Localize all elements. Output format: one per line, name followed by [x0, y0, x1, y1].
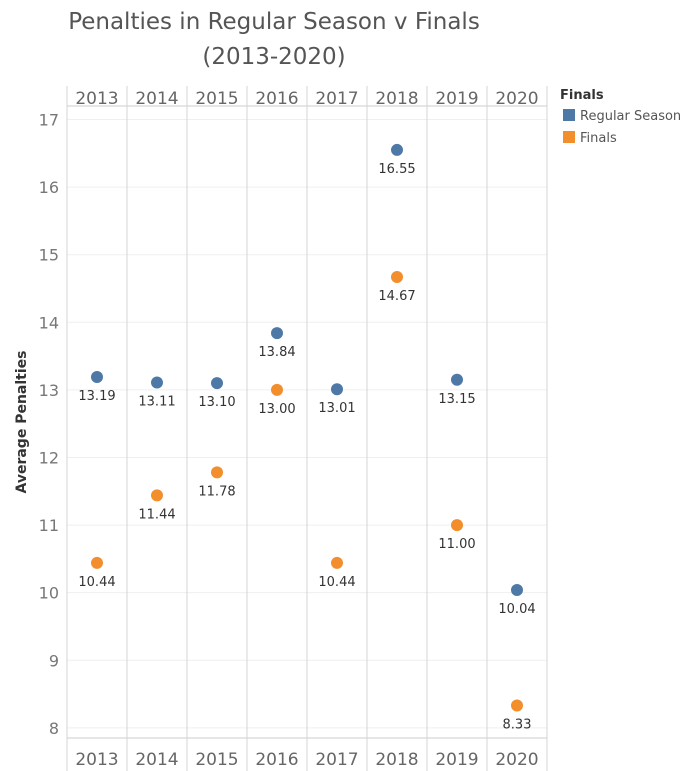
x-tick-label-top: 2014 [135, 89, 178, 109]
data-point-regular-season [391, 143, 403, 156]
y-tick-label: 17 [39, 111, 59, 130]
chart-title-line-1: Penalties in Regular Season v Finals [68, 9, 480, 35]
y-tick-label: 8 [49, 719, 59, 738]
data-point-finals [391, 271, 403, 284]
x-tick-label-top: 2020 [495, 89, 538, 109]
chart-title-line-2: (2013-2020) [202, 44, 346, 70]
y-tick-label: 11 [39, 516, 59, 535]
data-label-finals: 13.00 [258, 402, 295, 417]
legend-swatch-regular-season [563, 109, 575, 121]
data-point-finals [511, 699, 523, 712]
data-point-finals [451, 519, 463, 532]
y-tick-label: 13 [39, 381, 59, 400]
data-label-finals: 11.00 [438, 537, 475, 552]
data-label-finals: 8.33 [503, 718, 532, 733]
legend-item-regular-season[interactable]: Regular Season [563, 109, 681, 124]
x-tick-label-top: 2018 [375, 89, 418, 109]
data-point-regular-season [211, 377, 223, 390]
x-tick-label-top: 2015 [195, 89, 238, 109]
data-label-regular-season: 13.01 [318, 401, 355, 416]
data-label-regular-season: 10.04 [498, 602, 535, 617]
data-label-finals: 11.78 [198, 484, 235, 499]
x-tick-label-bottom: 2015 [195, 750, 238, 770]
data-label-finals: 11.44 [138, 507, 175, 522]
x-tick-label-top: 2016 [255, 89, 298, 109]
data-point-finals [211, 466, 223, 479]
x-tick-label-bottom: 2019 [435, 750, 478, 770]
y-tick-label: 12 [39, 448, 59, 467]
data-label-regular-season: 13.15 [438, 392, 475, 407]
data-label-regular-season: 13.11 [138, 394, 175, 409]
data-label-regular-season: 13.10 [198, 395, 235, 410]
data-point-regular-season [271, 327, 283, 340]
data-point-regular-season [331, 383, 343, 396]
data-point-regular-season [511, 583, 523, 596]
data-point-regular-season [91, 371, 103, 384]
data-point-finals [151, 489, 163, 502]
y-axis-title: Average Penalties [14, 351, 30, 494]
legend-title: Finals [560, 88, 604, 103]
data-label-finals: 14.67 [378, 289, 415, 304]
data-label-finals: 10.44 [318, 575, 355, 590]
x-tick-label-bottom: 2020 [495, 750, 538, 770]
data-label-finals: 10.44 [78, 575, 115, 590]
data-point-finals [271, 383, 283, 396]
y-tick-label: 16 [39, 178, 59, 197]
y-tick-label: 15 [39, 246, 59, 265]
x-tick-label-bottom: 2014 [135, 750, 178, 770]
x-tick-label-top: 2013 [75, 89, 118, 109]
data-point-finals [331, 556, 343, 569]
x-tick-label-bottom: 2017 [315, 750, 358, 770]
data-point-regular-season [151, 376, 163, 389]
x-tick-label-bottom: 2016 [255, 750, 298, 770]
data-label-regular-season: 16.55 [378, 162, 415, 177]
x-tick-label-top: 2019 [435, 89, 478, 109]
data-label-regular-season: 13.19 [78, 389, 115, 404]
legend-label-regular-season: Regular Season [580, 109, 682, 124]
legend-swatch-finals [563, 131, 575, 143]
x-tick-label-top: 2017 [315, 89, 358, 109]
data-label-regular-season: 13.84 [258, 345, 295, 360]
x-tick-label-bottom: 2018 [375, 750, 418, 770]
y-tick-label: 14 [39, 313, 59, 332]
data-point-finals [91, 556, 103, 569]
legend-label-finals: Finals [580, 131, 617, 146]
y-tick-label: 9 [49, 651, 59, 670]
data-point-regular-season [451, 373, 463, 386]
legend-item-finals[interactable]: Finals [563, 131, 617, 146]
x-tick-label-bottom: 2013 [75, 750, 118, 770]
y-tick-label: 10 [39, 584, 59, 603]
